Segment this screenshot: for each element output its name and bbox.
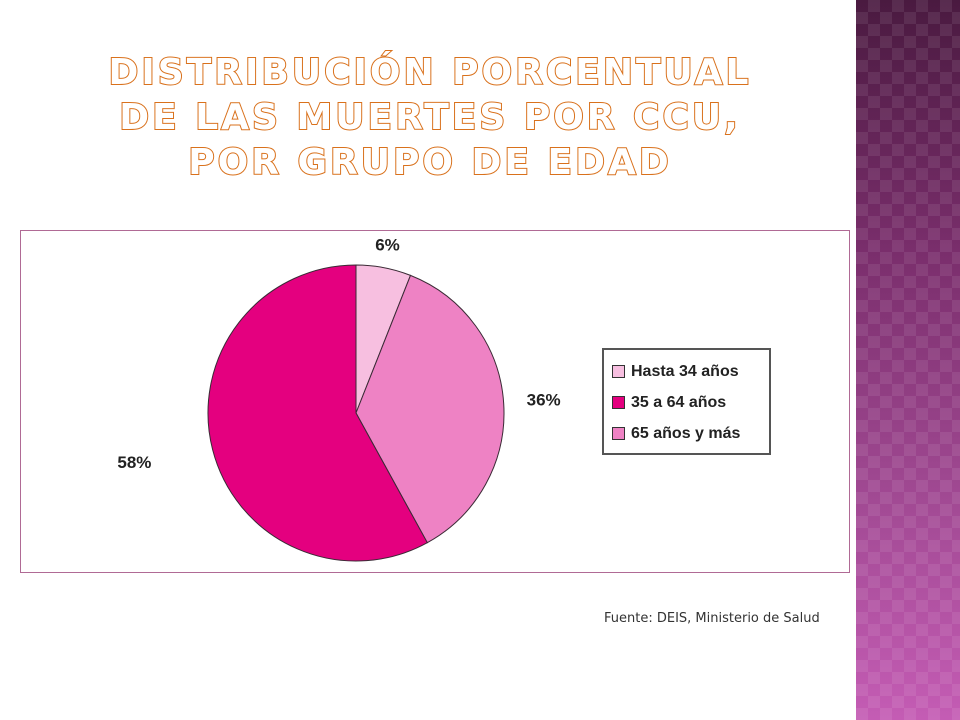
slice-data-label: 58%	[117, 453, 151, 472]
legend-item: 35 a 64 años	[612, 387, 769, 418]
legend-item: 65 años y más	[612, 418, 769, 449]
legend-item: Hasta 34 años	[612, 356, 769, 387]
legend-swatch	[612, 365, 625, 378]
legend-swatch	[612, 427, 625, 440]
legend-label: 35 a 64 años	[631, 393, 727, 411]
slice-data-label: 6%	[375, 235, 400, 254]
pie-slice	[207, 264, 428, 562]
legend-swatch	[612, 396, 625, 409]
source-note: Fuente: DEIS, Ministerio de Salud	[604, 611, 820, 626]
legend-label: 65 años y más	[631, 424, 741, 442]
decorative-side-band	[856, 0, 960, 720]
slice-data-label: 36%	[527, 391, 561, 410]
legend-label: Hasta 34 años	[631, 362, 739, 380]
chart-legend: Hasta 34 años 35 a 64 años 65 años y más	[602, 348, 771, 455]
pie-chart: 6% 36% 58%	[117, 235, 561, 562]
chart-frame: 6% 36% 58% Hasta 34 años 35 a 64 años 65 a…	[20, 230, 850, 573]
pie-slice	[355, 274, 505, 544]
slide-title: Distribución porcentual de las muertes p…	[108, 51, 752, 184]
